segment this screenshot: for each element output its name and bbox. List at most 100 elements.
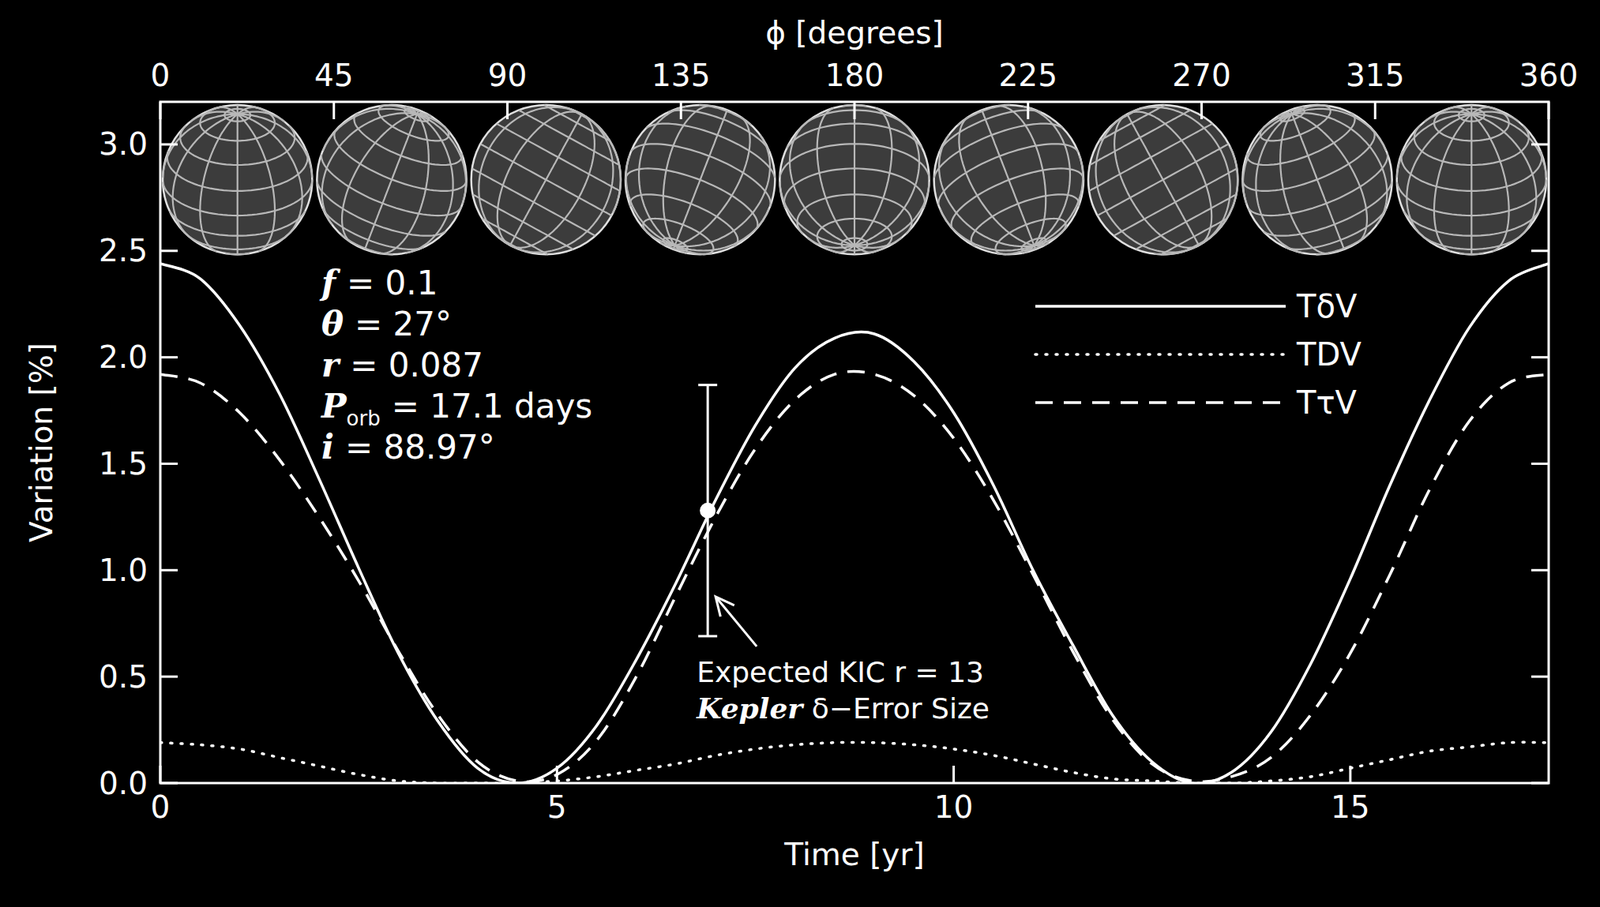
- globe-grid: [981, 109, 1034, 245]
- annotation-patch: [691, 653, 995, 729]
- globe-grid: [779, 181, 855, 245]
- y-tick-label: 1.5: [98, 446, 148, 482]
- x2-tick: [1200, 101, 1203, 120]
- annotation-arrow: [715, 597, 757, 647]
- x2-tick: [506, 101, 509, 120]
- series-line: [160, 371, 1549, 782]
- annotation: Expected KIC r = 13Kepler δ−Error Size: [691, 597, 995, 729]
- globe-disc: [934, 105, 1084, 255]
- globe-grid: [1126, 114, 1199, 246]
- globe: [1242, 105, 1392, 255]
- x2-tick-label: 270: [1171, 57, 1231, 94]
- parameter: Porb= 17.1 days: [320, 386, 593, 431]
- legend-line: [1035, 401, 1286, 405]
- parameter-value: = 0.087: [349, 345, 484, 385]
- globe-grid: [1129, 107, 1231, 246]
- globe-grid: [854, 108, 892, 246]
- globe-grid: [675, 209, 770, 252]
- globe-grid: [675, 135, 770, 247]
- y-tick-label: 0.0: [98, 766, 148, 802]
- y-tick-label: 0.5: [98, 659, 148, 695]
- globe-grid: [1292, 114, 1345, 250]
- annotation-text: Expected KIC r = 13: [696, 656, 985, 689]
- legend-line: [1035, 304, 1286, 308]
- parameter-symbol: r: [321, 345, 342, 385]
- globe: [1088, 105, 1238, 255]
- globe-disc: [779, 105, 929, 255]
- globe-grid: [630, 143, 770, 207]
- y-tick: [1531, 356, 1549, 359]
- globe-grid: [1471, 114, 1547, 178]
- parameter-value: = 0.1: [346, 263, 438, 303]
- globe-grid: [854, 245, 875, 253]
- globe-grid: [162, 114, 238, 178]
- globe-grid: [510, 114, 614, 253]
- globe-grid: [237, 114, 313, 178]
- parameter-symbol: P: [320, 386, 348, 426]
- y-tick: [160, 676, 178, 679]
- y-tick-label: 1.0: [98, 552, 148, 589]
- globe-disc: [625, 105, 775, 255]
- parameter-value: = 88.97°: [345, 428, 496, 467]
- y-tick: [160, 462, 178, 466]
- axes: 0.00.51.01.52.02.53.00510150459013518022…: [98, 57, 1578, 826]
- globe-disc: [1397, 105, 1547, 255]
- globe: [162, 105, 312, 255]
- globe-grid: [364, 114, 417, 250]
- x2-tick-label: 360: [1519, 57, 1578, 94]
- globe-grid: [199, 114, 237, 252]
- y-tick-label: 2.5: [98, 232, 148, 269]
- annotation-part: Kepler: [695, 691, 805, 725]
- x2-tick-label: 225: [999, 57, 1058, 94]
- parameter-symbol: f: [319, 263, 342, 303]
- globe-grid: [322, 112, 417, 225]
- globe-disc: [471, 105, 621, 255]
- globe-grid: [237, 114, 303, 237]
- globe-grid: [1280, 114, 1330, 255]
- globe-grid: [478, 107, 582, 246]
- globe-grid: [817, 108, 855, 246]
- y-tick: [160, 356, 178, 359]
- globe-disc: [1242, 105, 1392, 255]
- globe-grid: [1471, 107, 1492, 115]
- globe-disc: [316, 105, 466, 255]
- x-tick-label: 0: [150, 789, 171, 826]
- x2-tick-label: 180: [825, 57, 884, 94]
- y-tick-label: 3.0: [98, 126, 148, 162]
- x-tick: [159, 766, 162, 784]
- globe-grid: [853, 105, 856, 246]
- x2-tick: [332, 101, 335, 120]
- globe-grid: [854, 123, 920, 246]
- globe: [934, 105, 1084, 255]
- x-tick-label: 10: [934, 789, 974, 826]
- y-tick: [160, 142, 178, 146]
- y-tick: [160, 249, 178, 252]
- parameter-symbol: θ: [321, 304, 344, 344]
- y-tick: [160, 782, 178, 785]
- x-axis-title: Time [yr]: [783, 837, 924, 873]
- series-line: [160, 263, 1549, 784]
- annotation-text: Kepler δ−Error Size: [695, 691, 990, 725]
- x2-tick-label: 45: [314, 57, 354, 94]
- globe-grid: [625, 168, 758, 230]
- globe: [471, 105, 621, 255]
- parameter: r= 0.087: [321, 345, 484, 385]
- y-tick: [1531, 462, 1549, 466]
- legend-label: TδV: [1295, 288, 1358, 325]
- error-bar-cap: [698, 383, 718, 387]
- globe-grid: [996, 105, 1046, 246]
- globe-grid: [237, 107, 258, 115]
- globe-grid: [1255, 114, 1304, 254]
- globe: [1397, 105, 1547, 255]
- globe-grid: [341, 114, 417, 243]
- y-tick: [1531, 249, 1549, 252]
- x2-axis-title: ϕ [degrees]: [765, 15, 944, 51]
- globe-grid: [510, 114, 583, 246]
- globe-grid: [1471, 114, 1537, 237]
- globe-grid: [1114, 114, 1199, 248]
- annotation-arrowhead: [715, 597, 735, 617]
- x-tick: [952, 766, 955, 784]
- y-tick: [1531, 142, 1549, 146]
- globe-grid: [1292, 108, 1386, 151]
- globe-grid: [958, 116, 1034, 245]
